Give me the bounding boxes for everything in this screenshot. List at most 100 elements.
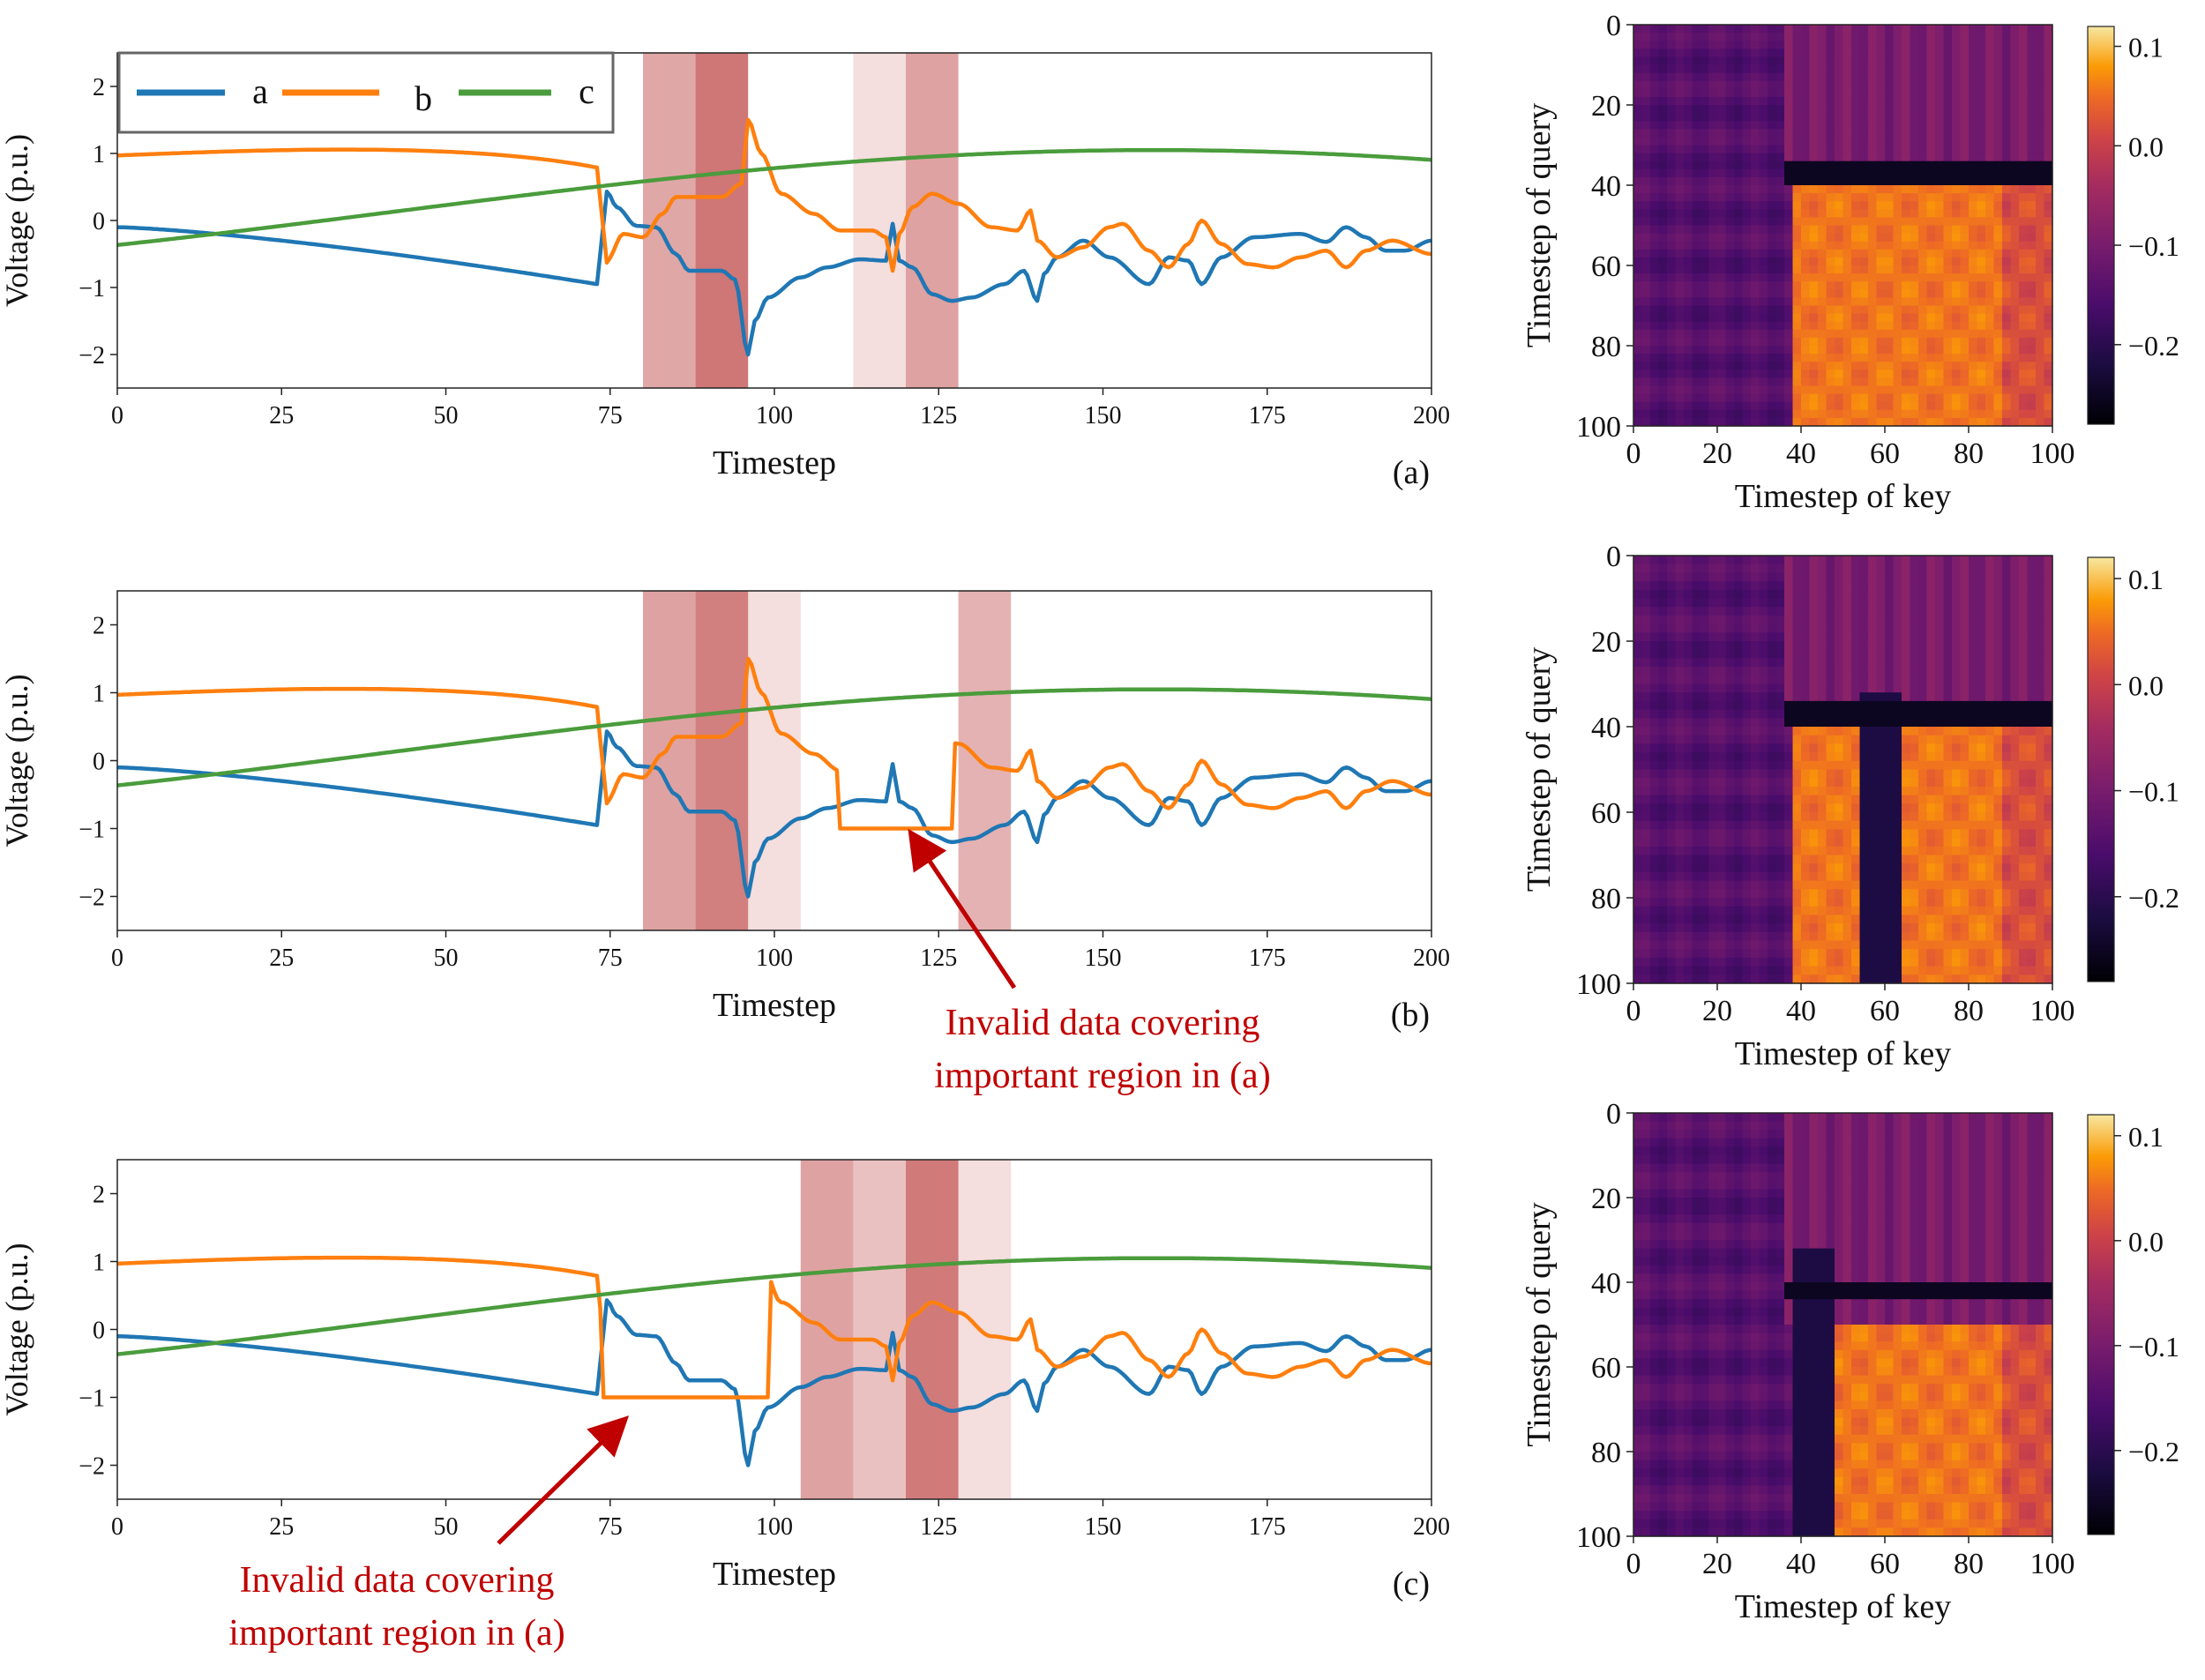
panel-label: (a) <box>1393 454 1430 491</box>
heatmap-cell <box>1876 743 1886 753</box>
heatmap-cell <box>1658 871 1668 882</box>
heatmap-cell <box>1742 129 1752 138</box>
heatmap-cell <box>1985 193 1995 202</box>
series-line-b <box>116 656 1432 831</box>
heatmap-cell <box>1826 556 1835 565</box>
heatmap-cell <box>1684 889 1693 899</box>
heatmap-cell <box>1667 683 1677 693</box>
heatmap-cell <box>1759 898 1768 907</box>
x-axis-label: Timestep <box>713 987 836 1024</box>
heatmap-cell <box>2019 898 2029 907</box>
heatmap-cell <box>1792 377 1802 387</box>
heatmap-cell <box>1885 623 1895 633</box>
heatmap-cell <box>1960 105 1970 114</box>
heatmap-cell <box>1985 393 1995 403</box>
heatmap-cell <box>1910 401 1919 411</box>
heatmap-cell <box>1692 41 1701 49</box>
heatmap-cell <box>1801 709 1811 719</box>
heatmap-cell <box>1801 113 1811 122</box>
heatmap-cell <box>1775 49 1785 57</box>
heatmap-cell <box>1835 354 1844 362</box>
heatmap-cell <box>1667 329 1677 339</box>
heatmap-cell <box>1775 855 1785 864</box>
heatmap-cell <box>1926 273 1936 282</box>
heatmap-cell <box>1675 217 1685 227</box>
heatmap-cell <box>2010 769 2020 779</box>
heatmap-cell <box>1910 362 1919 370</box>
heatmap-cell <box>1667 931 1677 942</box>
heatmap-cell <box>2010 803 2020 813</box>
heatmap-cell <box>1742 161 1752 170</box>
heatmap-cell <box>1775 649 1785 659</box>
heatmap-cell <box>1784 632 1794 642</box>
heatmap-cell <box>1910 185 1919 194</box>
heatmap-cell <box>1902 949 1911 959</box>
heatmap-cell <box>1801 241 1811 250</box>
heatmap-cell <box>1851 168 1861 178</box>
heatmap-cell <box>1809 409 1819 419</box>
heatmap-cell <box>1818 161 1828 170</box>
heatmap-cell <box>2044 829 2053 839</box>
heatmap-cell <box>1650 880 1660 890</box>
heatmap-cell <box>1708 25 1718 34</box>
heatmap-cell <box>1759 56 1768 66</box>
heatmap-cell <box>1801 906 1811 915</box>
heatmap-cell <box>1784 313 1794 323</box>
heatmap-cell <box>1751 241 1760 250</box>
heatmap-cell <box>1759 581 1768 591</box>
heatmap-cell <box>1775 846 1785 856</box>
heatmap-cell <box>1667 241 1677 250</box>
heatmap-cell <box>2027 193 2037 202</box>
heatmap-cell <box>2044 641 2053 651</box>
heatmap-cell <box>1926 64 1936 74</box>
heatmap-cell <box>1692 581 1701 591</box>
heatmap-cell <box>2019 337 2029 347</box>
colorbar-tick-label: 0.0 <box>2128 131 2164 162</box>
heatmap-cell <box>1742 683 1752 693</box>
heatmap-cell <box>2010 906 2020 915</box>
heatmap-cell <box>1692 906 1701 915</box>
heatmap-cell <box>1708 589 1718 600</box>
heatmap-cell <box>1943 64 1953 74</box>
heatmap-cell <box>1759 812 1768 822</box>
heatmap-cell <box>2010 743 2020 753</box>
heatmap-cell <box>1633 201 1643 210</box>
heatmap-cell <box>1768 556 1777 565</box>
heatmap-cell <box>1902 129 1911 138</box>
heatmap-cell <box>1993 241 2003 250</box>
heatmap-cell <box>1801 846 1811 856</box>
heatmap-cell <box>2036 321 2045 331</box>
heatmap-cell <box>1725 658 1735 668</box>
heatmap-cell <box>1859 113 1869 122</box>
heatmap-cell <box>1960 598 1970 608</box>
heatmap-cell <box>2044 658 2053 668</box>
heatmap-cell <box>1742 88 1752 98</box>
heatmap-cell <box>1742 863 1752 873</box>
heatmap-cell <box>1684 709 1693 719</box>
heatmap-cell <box>1667 915 1677 924</box>
heatmap-cell <box>1910 49 1919 57</box>
heatmap-cell <box>1734 880 1744 890</box>
heatmap-cell <box>1751 113 1760 122</box>
heatmap-cell <box>1868 760 1878 771</box>
heatmap-cell <box>1759 217 1768 227</box>
heatmap-cell <box>1885 803 1895 813</box>
heatmap-cell <box>1985 417 1995 427</box>
heatmap-cell <box>1818 265 1828 274</box>
heatmap-cell <box>1675 846 1685 856</box>
heatmap-cell <box>1775 915 1785 924</box>
heatmap-cell <box>1734 667 1744 676</box>
heatmap-cell <box>1759 41 1768 49</box>
heatmap-cell <box>1842 105 1852 114</box>
heatmap-cell <box>2019 185 2029 194</box>
heatmap-cell <box>1885 880 1895 890</box>
heatmap-cell <box>1759 161 1768 170</box>
heatmap-cell <box>1993 641 2003 651</box>
heatmap-cell <box>1842 632 1852 642</box>
heatmap-cell <box>1960 658 1970 668</box>
heatmap-cell <box>1943 249 1953 258</box>
heatmap-cell <box>1725 185 1735 194</box>
heatmap-cell <box>1926 863 1936 873</box>
heatmap-cell <box>1952 760 1962 771</box>
heatmap-cell <box>1801 80 1811 90</box>
